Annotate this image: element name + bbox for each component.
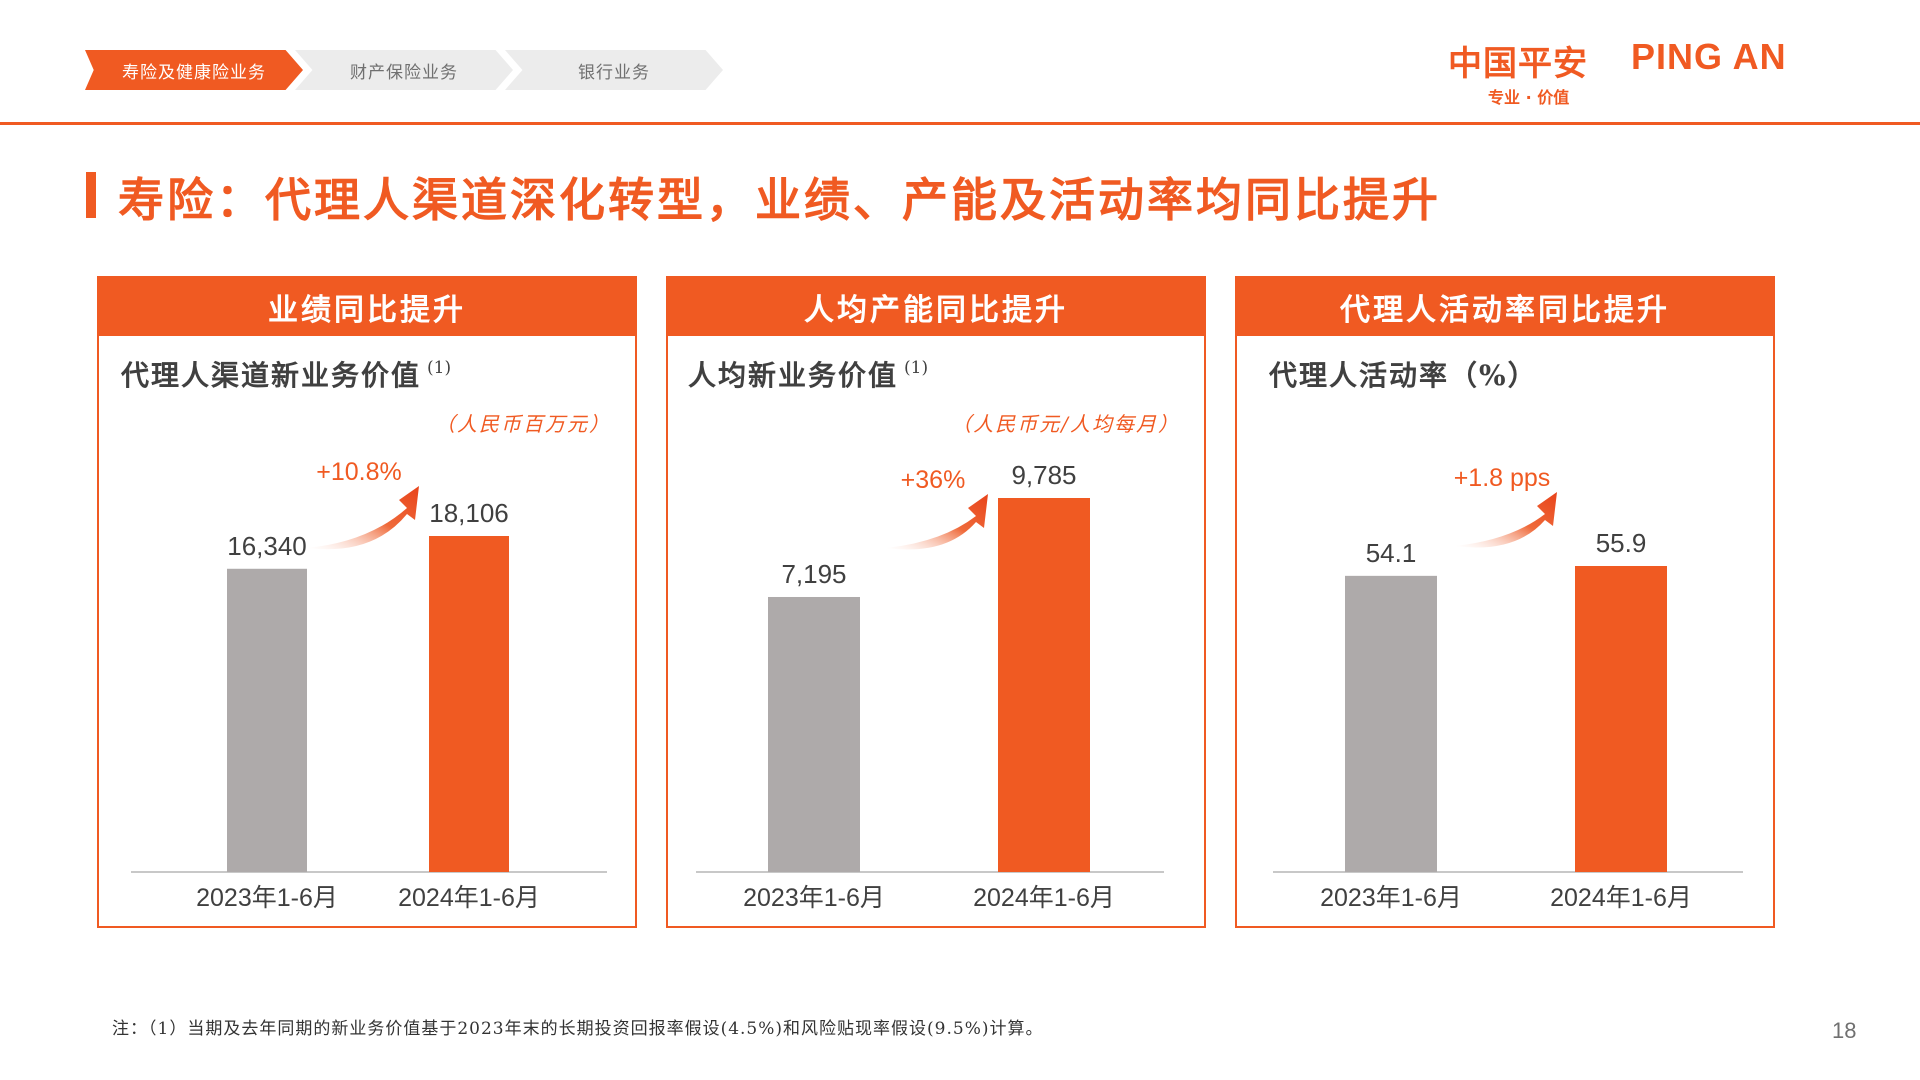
panel-performance: 业绩同比提升 代理人渠道新业务价值 (1) （人民币百万元） 16,340 2023… — [97, 276, 637, 928]
bar-prior — [227, 568, 307, 872]
metric-label: 代理人渠道新业务价值 — [121, 359, 422, 392]
panel-header: 代理人活动率同比提升 — [1237, 278, 1773, 336]
data-label: 9,785 — [1011, 460, 1076, 490]
panel-header: 人均产能同比提升 — [668, 278, 1204, 336]
data-label: 55.9 — [1596, 528, 1647, 558]
panel-header: 业绩同比提升 — [99, 278, 635, 336]
bar-chart: 54.1 2023年1-6月 55.9 2024年1-6月 +1.8 pps — [1273, 464, 1743, 912]
metric-label: 人均新业务价值 — [688, 359, 899, 392]
metric-title: 代理人活动率（%） — [1269, 354, 1544, 394]
logo-tagline: 专业 · 价值 — [1488, 88, 1570, 107]
category-label: 2024年1-6月 — [398, 884, 540, 912]
title-accent-bar — [86, 172, 96, 218]
logo-english: PING AN — [1631, 36, 1787, 77]
bar-chart: 7,195 2023年1-6月 9,785 2024年1-6月 +36% — [696, 460, 1164, 912]
ping-an-logo: 中国平安 PING AN 专业 · 价值 — [1448, 36, 1818, 107]
logo-chinese: 中国平安 — [1448, 44, 1588, 84]
metric-title: 代理人渠道新业务价值 (1) — [121, 354, 451, 394]
category-label: 2023年1-6月 — [743, 884, 885, 912]
category-label: 2024年1-6月 — [973, 884, 1115, 912]
bar-chart: 16,340 2023年1-6月 18,106 2024年1-6月 +10.8% — [131, 458, 607, 912]
page-number: 18 — [1832, 1018, 1857, 1043]
growth-label: +1.8 pps — [1454, 464, 1551, 492]
growth-label: +36% — [901, 466, 966, 494]
metric-label: 代理人活动率（%） — [1269, 359, 1538, 392]
metric-footnote-ref: (1) — [904, 358, 929, 378]
data-label: 7,195 — [781, 559, 846, 589]
nav-tab-life-health[interactable]: 寿险及健康险业务 — [85, 50, 303, 90]
bar-current — [1575, 566, 1667, 872]
growth-arrow-icon — [307, 486, 419, 550]
data-label: 54.1 — [1366, 538, 1417, 568]
unit-label: （人民币元/人均每月） — [951, 412, 1180, 436]
page-title: 寿险：代理人渠道深化转型，业绩、产能及活动率均同比提升 — [118, 173, 1441, 227]
growth-arrow-icon — [886, 494, 988, 550]
bar-current — [998, 498, 1090, 872]
data-label: 16,340 — [227, 531, 307, 561]
metric-title: 人均新业务价值 (1) — [688, 354, 928, 394]
category-label: 2024年1-6月 — [1550, 884, 1692, 912]
metric-footnote-ref: (1) — [427, 358, 452, 378]
data-label: 18,106 — [429, 498, 509, 528]
nav-tab-property[interactable]: 财产保险业务 — [295, 50, 513, 90]
bar-prior — [1345, 575, 1437, 872]
unit-label: （人民币百万元） — [435, 412, 611, 436]
bar-prior — [768, 596, 860, 872]
growth-arrow-icon — [1455, 492, 1557, 548]
panel-productivity: 人均产能同比提升 人均新业务价值 (1) （人民币元/人均每月） 7,195 202… — [666, 276, 1206, 928]
bar-current — [429, 536, 509, 872]
panel-activity-rate: 代理人活动率同比提升 代理人活动率（%） 54.1 2023年1-6月 55.9 20… — [1235, 276, 1775, 928]
header-divider — [0, 122, 1920, 125]
category-label: 2023年1-6月 — [1320, 884, 1462, 912]
nav-tab-banking[interactable]: 银行业务 — [505, 50, 723, 90]
category-label: 2023年1-6月 — [196, 884, 338, 912]
growth-label: +10.8% — [316, 458, 402, 486]
footnote: 注：（1）当期及去年同期的新业务价值基于2023年末的长期投资回报率假设(4.5… — [112, 1019, 1044, 1039]
